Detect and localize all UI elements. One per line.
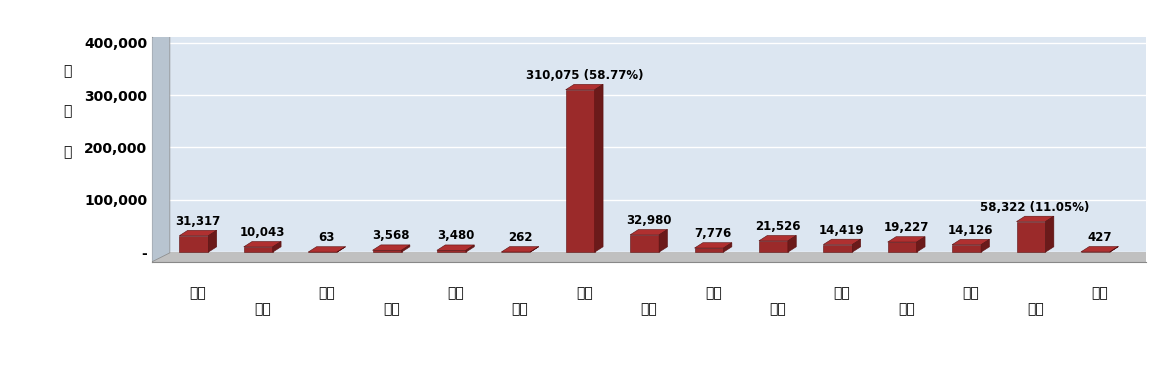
Polygon shape bbox=[952, 245, 981, 252]
Polygon shape bbox=[373, 245, 410, 250]
Polygon shape bbox=[981, 239, 989, 252]
Polygon shape bbox=[1081, 246, 1119, 252]
Text: 3,480: 3,480 bbox=[437, 229, 475, 242]
Text: 14,126: 14,126 bbox=[948, 224, 994, 237]
Polygon shape bbox=[630, 235, 659, 252]
Polygon shape bbox=[309, 247, 346, 252]
Polygon shape bbox=[566, 90, 595, 252]
Polygon shape bbox=[1109, 246, 1119, 252]
Text: 대전: 대전 bbox=[448, 286, 464, 300]
Polygon shape bbox=[595, 85, 603, 252]
Text: 262: 262 bbox=[507, 231, 532, 244]
Text: 14,419: 14,419 bbox=[819, 224, 865, 237]
Polygon shape bbox=[952, 239, 989, 245]
Polygon shape bbox=[823, 239, 860, 245]
Text: 427: 427 bbox=[1087, 231, 1112, 244]
Text: 전북: 전북 bbox=[833, 286, 850, 300]
Text: 제주: 제주 bbox=[1091, 286, 1108, 300]
Bar bbox=[152, 252, 1146, 262]
Polygon shape bbox=[694, 243, 732, 248]
Polygon shape bbox=[659, 230, 667, 252]
Polygon shape bbox=[531, 246, 539, 252]
Polygon shape bbox=[788, 236, 796, 252]
Polygon shape bbox=[823, 245, 852, 252]
Text: 경남: 경남 bbox=[1026, 302, 1044, 316]
Polygon shape bbox=[566, 85, 603, 90]
Text: 부산: 부산 bbox=[254, 302, 271, 316]
Text: 충북: 충북 bbox=[705, 286, 721, 300]
Text: 7,776: 7,776 bbox=[694, 227, 732, 240]
Polygon shape bbox=[401, 245, 410, 252]
Polygon shape bbox=[152, 28, 170, 262]
Polygon shape bbox=[1017, 216, 1054, 221]
Polygon shape bbox=[243, 242, 281, 247]
Polygon shape bbox=[759, 241, 788, 252]
Text: 대구: 대구 bbox=[318, 286, 336, 300]
Polygon shape bbox=[630, 230, 667, 235]
Polygon shape bbox=[502, 246, 539, 252]
Polygon shape bbox=[852, 239, 860, 252]
Text: 울산: 울산 bbox=[512, 302, 528, 316]
Text: 경기: 경기 bbox=[576, 286, 593, 300]
Polygon shape bbox=[373, 250, 401, 252]
Polygon shape bbox=[272, 242, 281, 252]
Text: 원: 원 bbox=[63, 64, 71, 78]
Polygon shape bbox=[179, 236, 208, 252]
Polygon shape bbox=[916, 237, 925, 252]
Polygon shape bbox=[179, 230, 216, 236]
Text: 3,568: 3,568 bbox=[373, 229, 410, 242]
Text: 21,526: 21,526 bbox=[755, 220, 801, 233]
Text: 19,227: 19,227 bbox=[884, 221, 929, 234]
Text: 31,317: 31,317 bbox=[175, 215, 221, 228]
Text: 백: 백 bbox=[63, 145, 71, 159]
Polygon shape bbox=[337, 247, 346, 252]
Polygon shape bbox=[694, 248, 724, 252]
Polygon shape bbox=[243, 247, 272, 252]
Text: 만: 만 bbox=[63, 104, 71, 119]
Text: 63: 63 bbox=[319, 231, 336, 244]
Text: 10,043: 10,043 bbox=[240, 226, 285, 239]
Polygon shape bbox=[437, 245, 475, 250]
Text: 충남: 충남 bbox=[769, 302, 786, 316]
Polygon shape bbox=[466, 245, 475, 252]
Text: 경북: 경북 bbox=[962, 286, 980, 300]
Polygon shape bbox=[887, 237, 925, 242]
Polygon shape bbox=[437, 250, 466, 252]
Text: 32,980: 32,980 bbox=[627, 214, 671, 227]
Polygon shape bbox=[759, 236, 796, 241]
Text: 강원: 강원 bbox=[641, 302, 657, 316]
Text: 58,322 (11.05%): 58,322 (11.05%) bbox=[981, 200, 1090, 214]
Polygon shape bbox=[887, 242, 916, 252]
Polygon shape bbox=[724, 243, 732, 252]
Text: 서울: 서울 bbox=[189, 286, 207, 300]
Text: 인천: 인천 bbox=[382, 302, 400, 316]
Text: 310,075 (58.77%): 310,075 (58.77%) bbox=[526, 69, 643, 82]
Text: 전남: 전남 bbox=[898, 302, 915, 316]
Polygon shape bbox=[1017, 221, 1045, 252]
Polygon shape bbox=[208, 230, 216, 252]
Polygon shape bbox=[1045, 216, 1054, 252]
